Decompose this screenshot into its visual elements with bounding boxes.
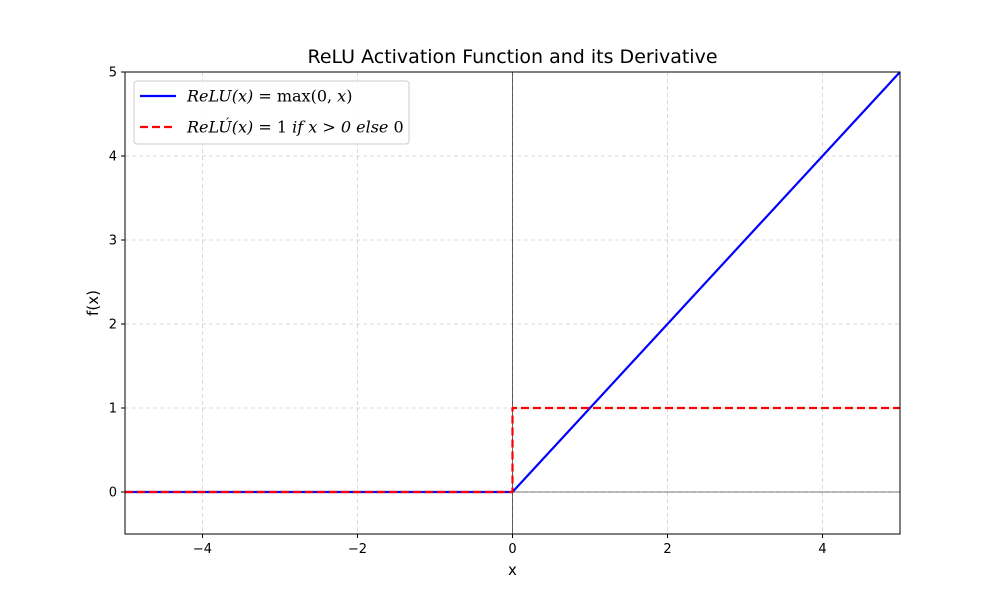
x-axis-label: x (508, 561, 517, 579)
legend-label-1: ReLÚ(x) = 1 if x > 0 else 0 (186, 117, 404, 137)
legend-label-1-part-4: 0 (393, 118, 403, 137)
legend-label-0-part-2: max(0, (277, 87, 337, 106)
x-tick-label-1: −2 (348, 542, 367, 557)
legend-label-0-part-1: (x) = (232, 87, 277, 106)
y-tick-label-1: 1 (109, 402, 117, 417)
series-lines (125, 71, 901, 494)
legend-label-0-part-0: ReLU (186, 87, 232, 106)
y-tick-label-0: 0 (109, 486, 117, 501)
axis-ticks: −4 −2 0 2 4 0 1 2 3 4 5 (109, 66, 827, 558)
legend-label-1-part-0: ReLÚ (186, 117, 232, 137)
legend-label-1-part-1: (x) = (232, 118, 277, 137)
y-tick-label-3: 3 (109, 234, 117, 249)
legend-label-0: ReLU(x) = max(0, x) (186, 87, 352, 106)
legend-label-0-part-3: x (337, 87, 346, 106)
legend-label-1-part-3: if x > 0 else (292, 118, 393, 137)
x-tick-label-3: 2 (663, 542, 671, 557)
y-tick-label-4: 4 (109, 150, 117, 165)
x-tick-label-2: 0 (508, 542, 516, 557)
legend-box (133, 80, 410, 145)
y-axis-label: f(x) (84, 290, 102, 316)
y-tick-label-2: 2 (109, 318, 117, 333)
series-line-1 (125, 406, 900, 494)
x-tick-label-0: −4 (193, 542, 212, 557)
y-tick-label-5: 5 (109, 66, 117, 81)
chart-title: ReLU Activation Function and its Derivat… (307, 46, 717, 68)
x-tick-label-4: 4 (818, 542, 826, 557)
legend-label-1-part-2: 1 (277, 118, 292, 137)
legend: ReLU(x) = max(0, x) ReLÚ(x) = 1 if x > 0 … (133, 80, 410, 145)
legend-label-0-part-4: ) (346, 87, 352, 106)
